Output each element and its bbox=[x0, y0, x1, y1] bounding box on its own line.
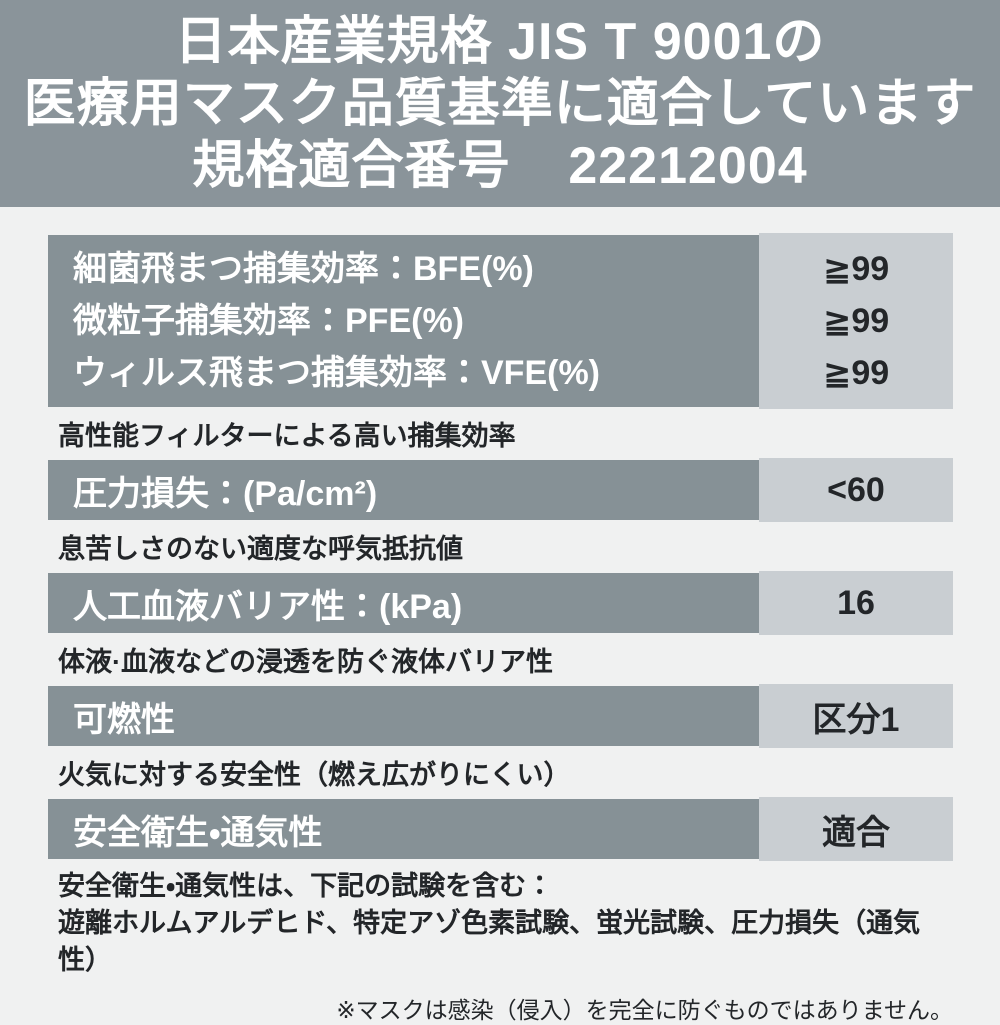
row-label-cell: 人工血液バリア性：(kPa) bbox=[48, 573, 759, 633]
row-value: ≧99 bbox=[822, 354, 890, 392]
row-note: 火気に対する安全性（燃え広がりにくい） bbox=[58, 760, 571, 790]
row-label-cell: 可燃性 bbox=[48, 686, 759, 746]
row-label: 微粒子捕集効率：PFE(%) bbox=[73, 302, 464, 340]
row-label: 細菌飛まつ捕集効率：BFE(%) bbox=[73, 250, 534, 288]
header-line-2: 医療用マスク品質基準に適合しています bbox=[23, 74, 977, 133]
spec-row-flammability: 可燃性 区分1 bbox=[48, 684, 953, 748]
row-label: 人工血液バリア性：(kPa) bbox=[73, 587, 463, 626]
spec-row-pressure-loss: 圧力損失：(Pa/cm²) <60 bbox=[48, 458, 953, 522]
row-label: 可燃性 bbox=[73, 700, 175, 739]
row-value: 適合 bbox=[822, 813, 890, 852]
spec-table: 細菌飛まつ捕集効率：BFE(%) 微粒子捕集効率：PFE(%) ウィルス飛まつ捕集効… bbox=[0, 233, 1000, 1025]
row-note: 遊離ホルムアルデヒド、特定アゾ色素試験、蛍光試験、圧力損失（通気性） bbox=[58, 908, 921, 975]
spec-row-filtration-efficiency: 細菌飛まつ捕集効率：BFE(%) 微粒子捕集効率：PFE(%) ウィルス飛まつ捕集効… bbox=[48, 233, 953, 409]
row-note: 体液·血液などの浸透を防ぐ液体バリア性 bbox=[58, 647, 553, 677]
row-note-lines: 安全衛生・通気性は、下記の試験を含む： 遊離ホルムアルデヒド、特定アゾ色素試験、蛍… bbox=[48, 868, 953, 979]
row-value-cell: <60 bbox=[759, 458, 953, 522]
row-value: 16 bbox=[837, 583, 875, 622]
row-label: ウィルス飛まつ捕集効率：VFE(%) bbox=[73, 354, 600, 392]
row-label-cell: 安全衛生・通気性 bbox=[48, 799, 759, 859]
row-note: 安全衛生・通気性は、下記の試験を含む： bbox=[58, 871, 554, 901]
row-label-cell: 細菌飛まつ捕集効率：BFE(%) 微粒子捕集効率：PFE(%) ウィルス飛まつ捕集効… bbox=[48, 235, 759, 407]
row-value: ≧99 bbox=[822, 250, 890, 288]
footer-disclaimer: ※マスクは感染（侵入）を完全に防ぐものではありません。 bbox=[336, 997, 953, 1023]
header-line-3: 規格適合番号 22212004 bbox=[0, 135, 1000, 197]
row-value-cell: 区分1 bbox=[759, 684, 953, 748]
row-label: 安全衛生・通気性 bbox=[73, 813, 323, 852]
header-banner: 日本産業規格 JIS T 9001の 医療用マスク品質基準に適合しています 規格… bbox=[0, 0, 1000, 207]
row-label-cell: 圧力損失：(Pa/cm²) bbox=[48, 460, 759, 520]
row-value-cell: ≧99 ≧99 ≧99 bbox=[759, 233, 953, 409]
certification-number-value: 22212004 bbox=[568, 136, 808, 195]
spec-row-safety-hygiene-breathability: 安全衛生・通気性 適合 bbox=[48, 797, 953, 861]
row-note: 息苦しさのない適度な呼気抵抗値 bbox=[58, 534, 463, 564]
row-value: ≧99 bbox=[822, 302, 890, 340]
row-value-cell: 16 bbox=[759, 571, 953, 635]
row-value: <60 bbox=[827, 470, 885, 509]
row-note: 高性能フィルターによる高い捕集効率 bbox=[58, 421, 516, 451]
header-line-1: 日本産業規格 JIS T 9001の bbox=[174, 12, 826, 71]
row-value-cell: 適合 bbox=[759, 797, 953, 861]
spec-row-artificial-blood-barrier: 人工血液バリア性：(kPa) 16 bbox=[48, 571, 953, 635]
row-value: 区分1 bbox=[812, 700, 900, 739]
row-label: 圧力損失：(Pa/cm²) bbox=[73, 474, 378, 513]
certification-number-label: 規格適合番号 bbox=[192, 136, 511, 195]
